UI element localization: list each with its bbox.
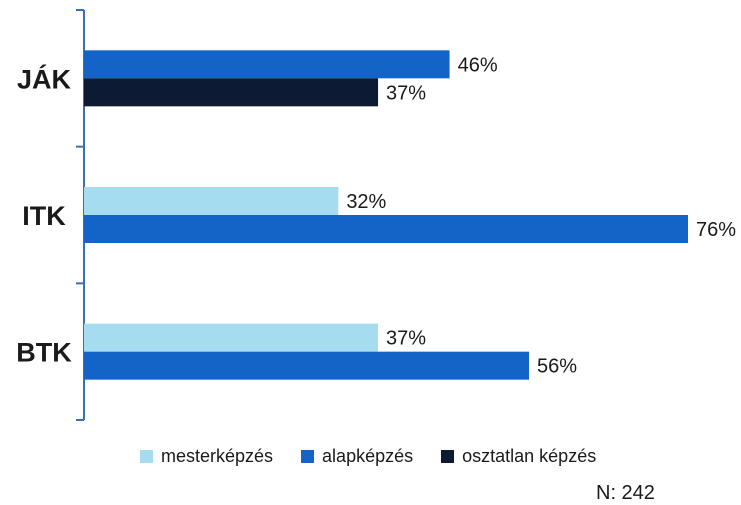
bar-BTK-0 xyxy=(84,323,379,352)
legend-swatch-0 xyxy=(140,450,153,463)
legend-swatch-2 xyxy=(441,450,455,463)
bars xyxy=(84,50,688,380)
legend-label-1: alapképzés xyxy=(322,446,414,466)
legend-item-1: alapképzés xyxy=(301,446,413,467)
bar-ITK-1 xyxy=(84,215,688,243)
legend-item-0: mesterképzés xyxy=(140,446,273,467)
data-label: 46% xyxy=(458,54,498,76)
category-label: BTK xyxy=(16,338,72,368)
category-labels: JÁK ITK BTK xyxy=(16,63,72,367)
legend-item-2: osztatlan képzés xyxy=(441,446,596,467)
data-label: 37% xyxy=(386,82,426,104)
legend: mesterképzés alapképzés osztatlan képzés xyxy=(140,446,596,467)
value-labels: 46% 37% 32% 76% 37% 56% xyxy=(346,54,736,377)
legend-label-2: osztatlan képzés xyxy=(462,446,597,466)
data-label: 76% xyxy=(696,219,736,241)
data-label: 37% xyxy=(386,328,426,350)
bar-BTK-1 xyxy=(84,351,530,380)
category-label: ITK xyxy=(22,201,66,231)
y-axis xyxy=(76,9,85,421)
data-label: 56% xyxy=(537,356,577,378)
category-label: JÁK xyxy=(17,63,72,94)
bar-JÁK-1 xyxy=(84,50,450,79)
sample-size-note: N: 242 xyxy=(596,482,655,504)
legend-label-0: mesterképzés xyxy=(161,446,274,466)
bar-ITK-0 xyxy=(84,187,339,215)
data-label: 32% xyxy=(346,191,386,213)
legend-swatch-1 xyxy=(301,450,315,463)
bar-JÁK-2 xyxy=(84,78,379,107)
